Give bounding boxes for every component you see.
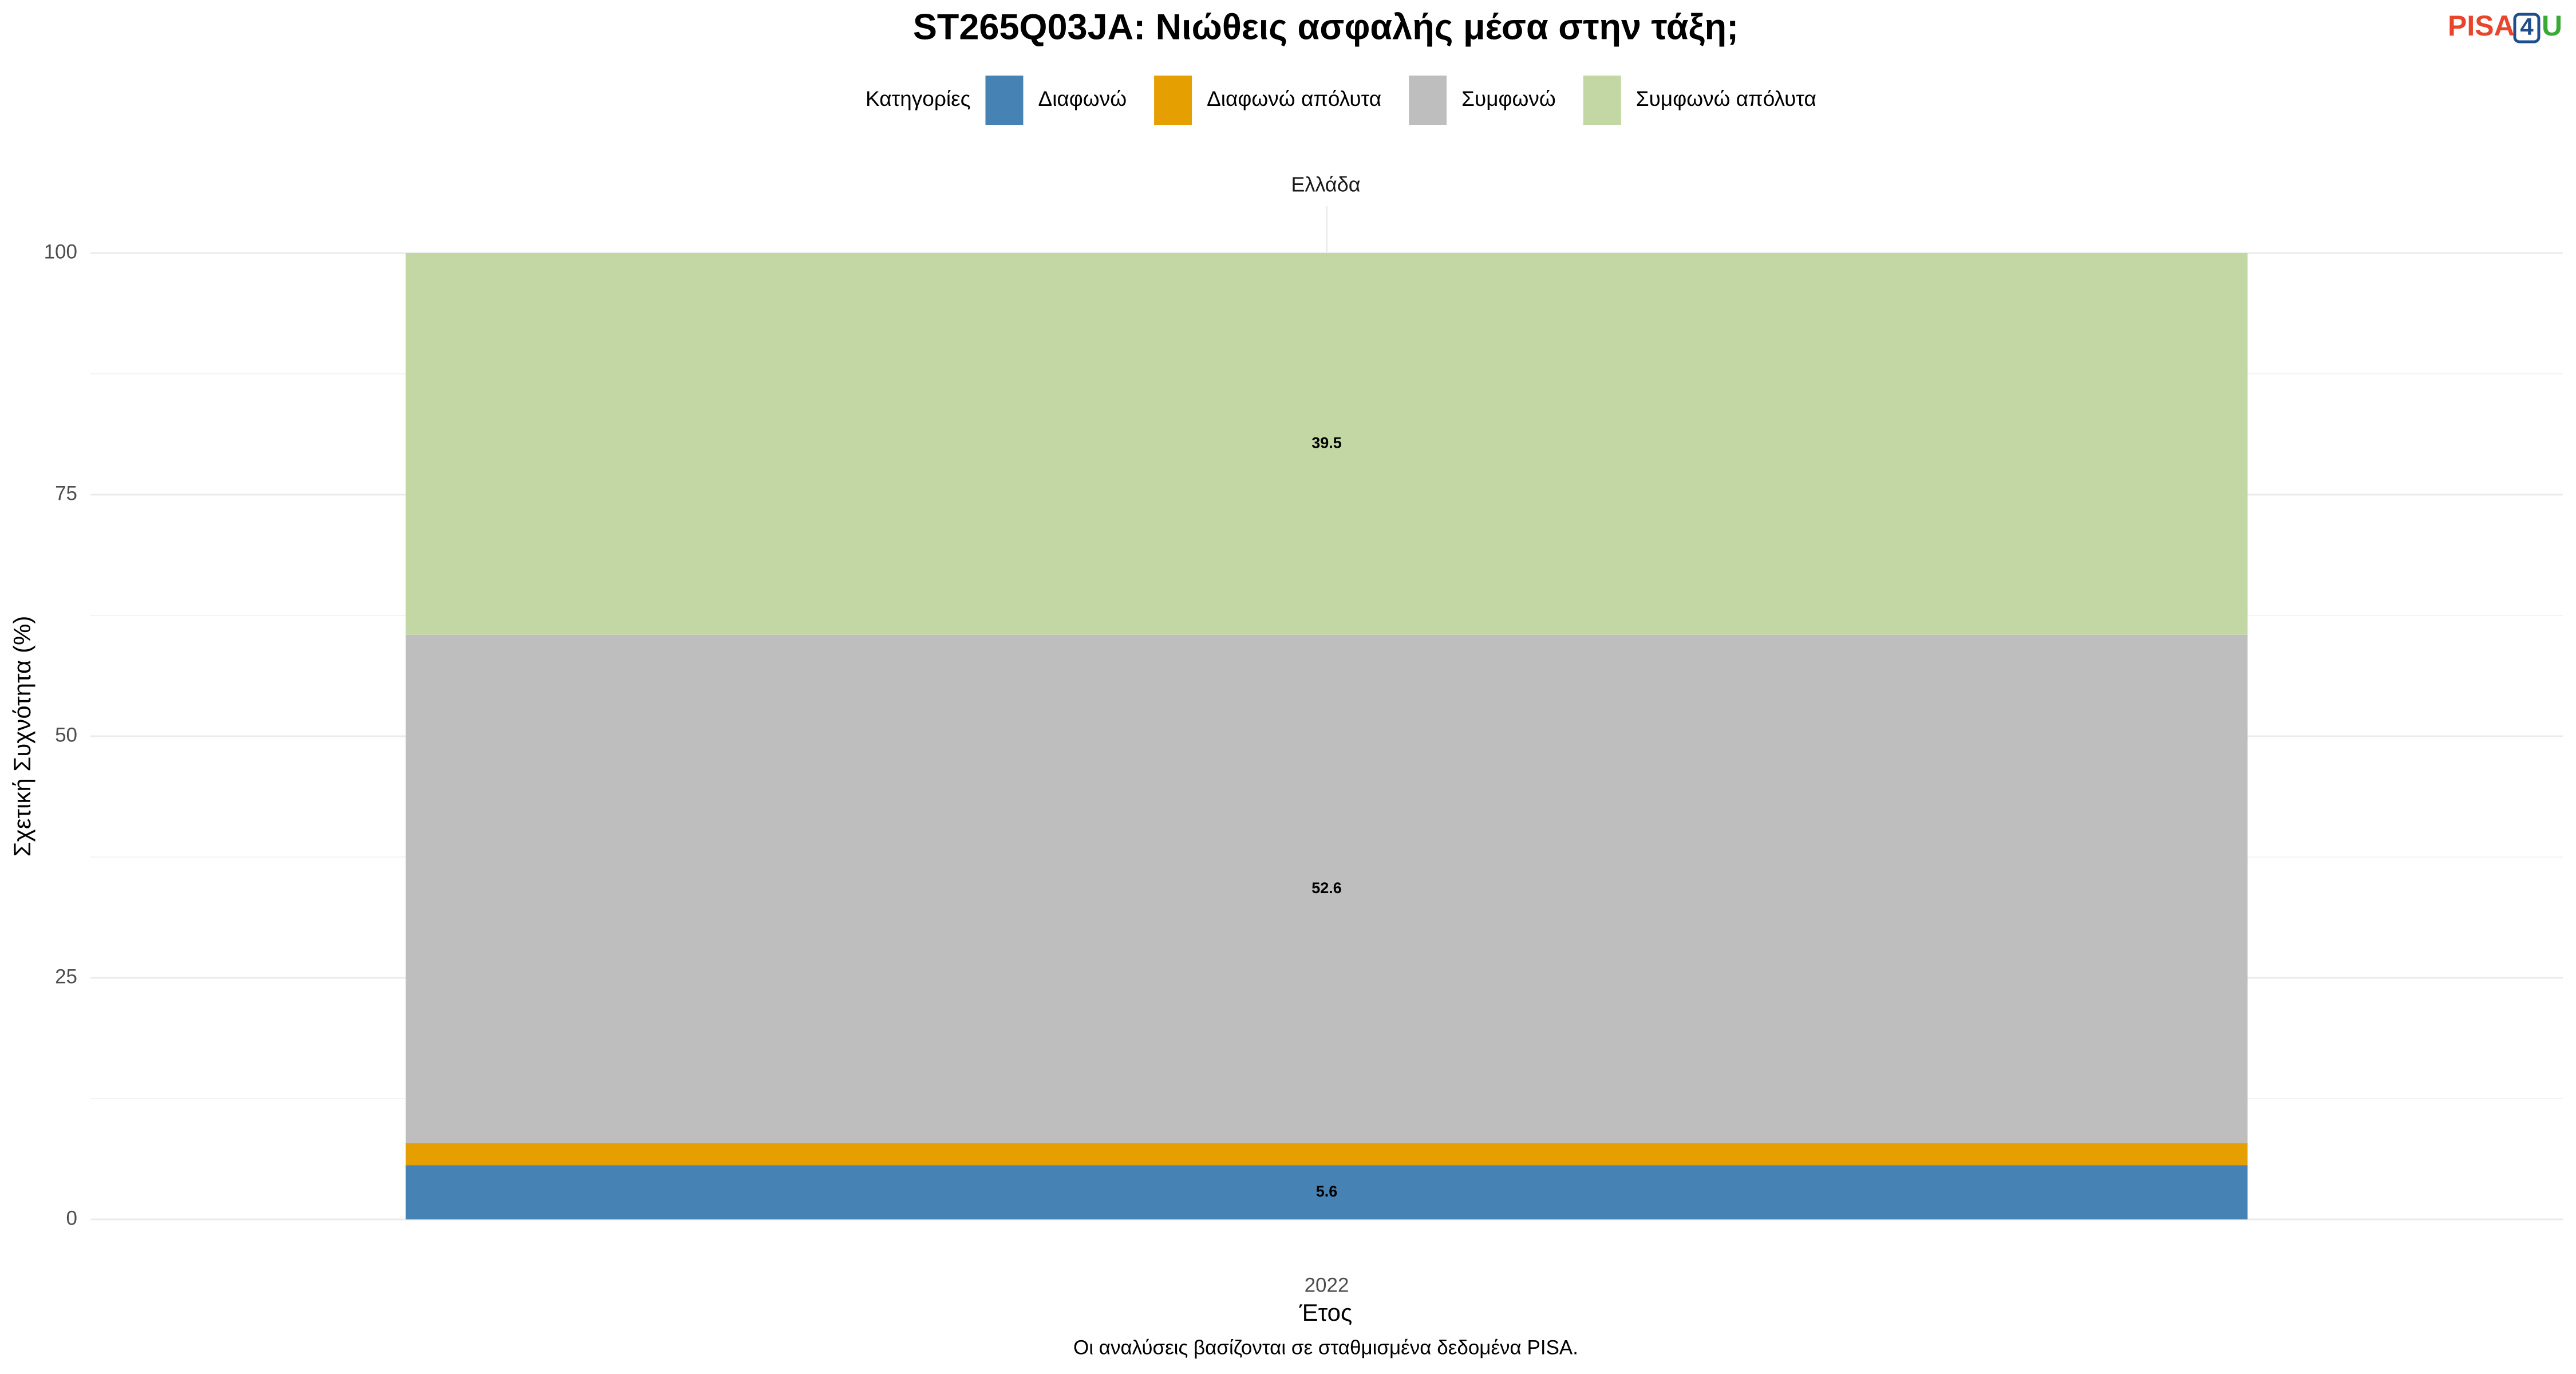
value-label: 52.6 (1311, 879, 1342, 897)
facet-label: Ελλάδα (1291, 173, 1360, 196)
value-label: 39.5 (1311, 435, 1342, 452)
legend-label: Συμφωνώ (1461, 87, 1556, 110)
logo-u: U (2542, 10, 2562, 42)
legend-label: Διαφωνώ (1038, 87, 1127, 110)
logo-pisa: PISA (2448, 10, 2515, 42)
bar-segment (405, 1165, 2248, 1219)
y-tick-label: 50 (55, 724, 77, 746)
y-tick-label: 75 (55, 482, 77, 504)
legend-label: Διαφωνώ απόλυτα (1207, 87, 1381, 110)
bar-segment (405, 1143, 2248, 1166)
legend-label: Συμφωνώ απόλυτα (1636, 87, 1816, 110)
chart-title: ST265Q03JA: Νιώθεις ασφαλής μέσα στην τά… (913, 7, 1739, 48)
logo-four: 4 (2520, 13, 2534, 40)
bar-segment (405, 634, 2248, 1143)
x-axis-label: Έτος (1299, 1299, 1353, 1326)
bar-segment (405, 253, 2248, 635)
legend-key (1154, 76, 1192, 125)
logo-box (2513, 13, 2541, 44)
y-axis-label: Σχετική Συχνότητα (%) (9, 616, 35, 857)
x-tick-label: 2022 (1305, 1274, 1349, 1296)
legend-key (985, 76, 1024, 125)
y-tick-label: 25 (55, 965, 77, 988)
legend-key (1583, 76, 1621, 125)
y-tick-label: 100 (44, 240, 77, 263)
caption: Οι αναλύσεις βασίζονται σε σταθμισμένα δ… (1073, 1336, 1578, 1359)
legend-title: Κατηγορίες (866, 87, 970, 110)
value-label: 5.6 (1316, 1183, 1338, 1200)
y-tick-label: 0 (66, 1207, 77, 1229)
legend-key (1409, 76, 1447, 125)
